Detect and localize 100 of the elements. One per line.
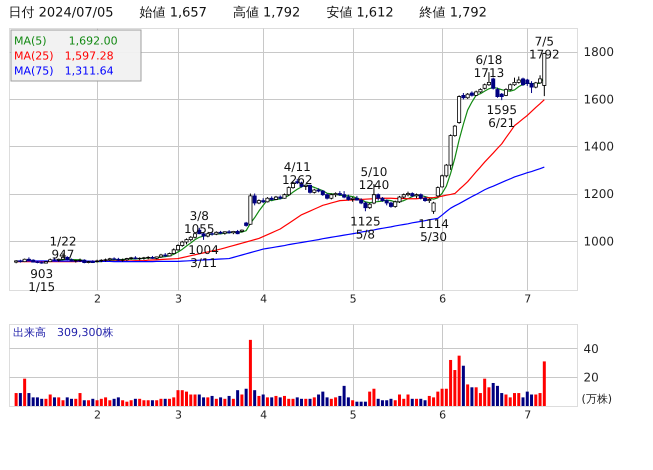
- bar: [483, 378, 486, 406]
- bar: [419, 398, 422, 406]
- text: MA(75) 1,311.64: [14, 64, 114, 78]
- bar: [398, 394, 401, 406]
- bar: [168, 398, 171, 406]
- bar: [228, 396, 231, 406]
- bar: [82, 400, 86, 406]
- x-tick-label: 2: [94, 408, 102, 422]
- bar: [180, 390, 184, 406]
- bar: [304, 398, 308, 406]
- text: MA(5) 1,692.00: [14, 34, 118, 48]
- bar: [317, 394, 320, 406]
- candlestick: [252, 193, 257, 206]
- y-tick-label: 1800: [584, 45, 614, 60]
- bar: [121, 400, 124, 406]
- candlestick: [432, 201, 436, 214]
- bar: [504, 394, 508, 406]
- bar: [232, 398, 235, 406]
- x-tick-label: 2: [94, 292, 102, 306]
- bar: [376, 398, 380, 406]
- bar: [330, 398, 333, 406]
- bar: [91, 398, 94, 406]
- bar: [355, 402, 358, 406]
- bar: [202, 397, 206, 406]
- bar: [368, 392, 372, 406]
- bar: [44, 398, 48, 406]
- bar: [534, 394, 538, 406]
- y-axis-title: (万株): [582, 392, 612, 406]
- bar: [78, 393, 82, 406]
- bar: [262, 394, 265, 406]
- bar: [159, 398, 162, 406]
- bar: [526, 392, 529, 406]
- bar: [321, 392, 324, 406]
- bar: [312, 397, 316, 406]
- bar: [274, 396, 278, 406]
- bar: [185, 392, 188, 406]
- bar: [236, 390, 240, 406]
- x-tick-label: 4: [260, 292, 268, 306]
- bar: [219, 397, 222, 406]
- bar: [402, 398, 406, 406]
- bar: [530, 394, 534, 406]
- annotation: 3/8 1055: [184, 208, 215, 236]
- annotation: 1/22 947: [50, 234, 76, 262]
- bar: [214, 398, 218, 406]
- bar: [248, 340, 252, 406]
- bar: [155, 400, 158, 406]
- x-tick-label: 3: [174, 292, 182, 306]
- bar: [142, 400, 146, 406]
- bar: [462, 366, 465, 406]
- bar: [48, 394, 52, 406]
- x-tick-label: 5: [350, 292, 357, 306]
- y-tick-label: 20: [584, 370, 599, 385]
- x-tick-label: 7: [524, 292, 532, 306]
- bar: [61, 400, 64, 406]
- bar: [253, 390, 256, 406]
- bar: [104, 397, 108, 406]
- bar: [164, 398, 167, 406]
- x-tick-label: 5: [350, 408, 357, 422]
- annotation: 1595 6/21: [486, 103, 517, 130]
- bar: [87, 400, 90, 406]
- bar: [440, 388, 444, 406]
- bar: [364, 402, 367, 406]
- x-tick-label: 7: [524, 408, 532, 422]
- bar: [542, 361, 546, 406]
- bar: [66, 397, 69, 406]
- candlestick: [530, 80, 534, 94]
- candlestick: [495, 87, 500, 98]
- bar: [52, 397, 56, 406]
- y-tick-label: 1200: [584, 187, 614, 202]
- bar: [40, 398, 44, 406]
- bar: [474, 387, 478, 406]
- bar: [223, 398, 226, 406]
- candlestick: [286, 186, 291, 196]
- bar: [150, 400, 154, 406]
- y-tick-label: 1600: [584, 92, 614, 106]
- bar: [308, 398, 312, 406]
- bar: [380, 400, 384, 406]
- bar: [125, 402, 128, 406]
- candlestick: [491, 77, 496, 90]
- annotation: 出来高 309,300株: [13, 326, 114, 339]
- bar: [130, 400, 133, 406]
- x-tick-label: 6: [439, 292, 446, 306]
- annotation: 1114 5/30: [418, 216, 449, 244]
- bar: [134, 398, 137, 406]
- bar: [334, 397, 338, 406]
- bar: [470, 387, 474, 406]
- annotation: 6/18 1713: [474, 53, 504, 80]
- bar: [210, 396, 214, 406]
- bar: [244, 388, 248, 406]
- bar: [428, 396, 431, 406]
- bar: [240, 394, 244, 406]
- annotation: 5/10 1240: [358, 165, 390, 192]
- bar: [194, 394, 197, 406]
- annotation: 4/11 1262: [282, 160, 313, 187]
- bar: [108, 400, 112, 406]
- bar: [415, 398, 418, 406]
- bar: [96, 400, 99, 406]
- bar: [458, 356, 461, 406]
- annotation: 7/5 1792: [529, 34, 560, 62]
- bar: [278, 397, 282, 406]
